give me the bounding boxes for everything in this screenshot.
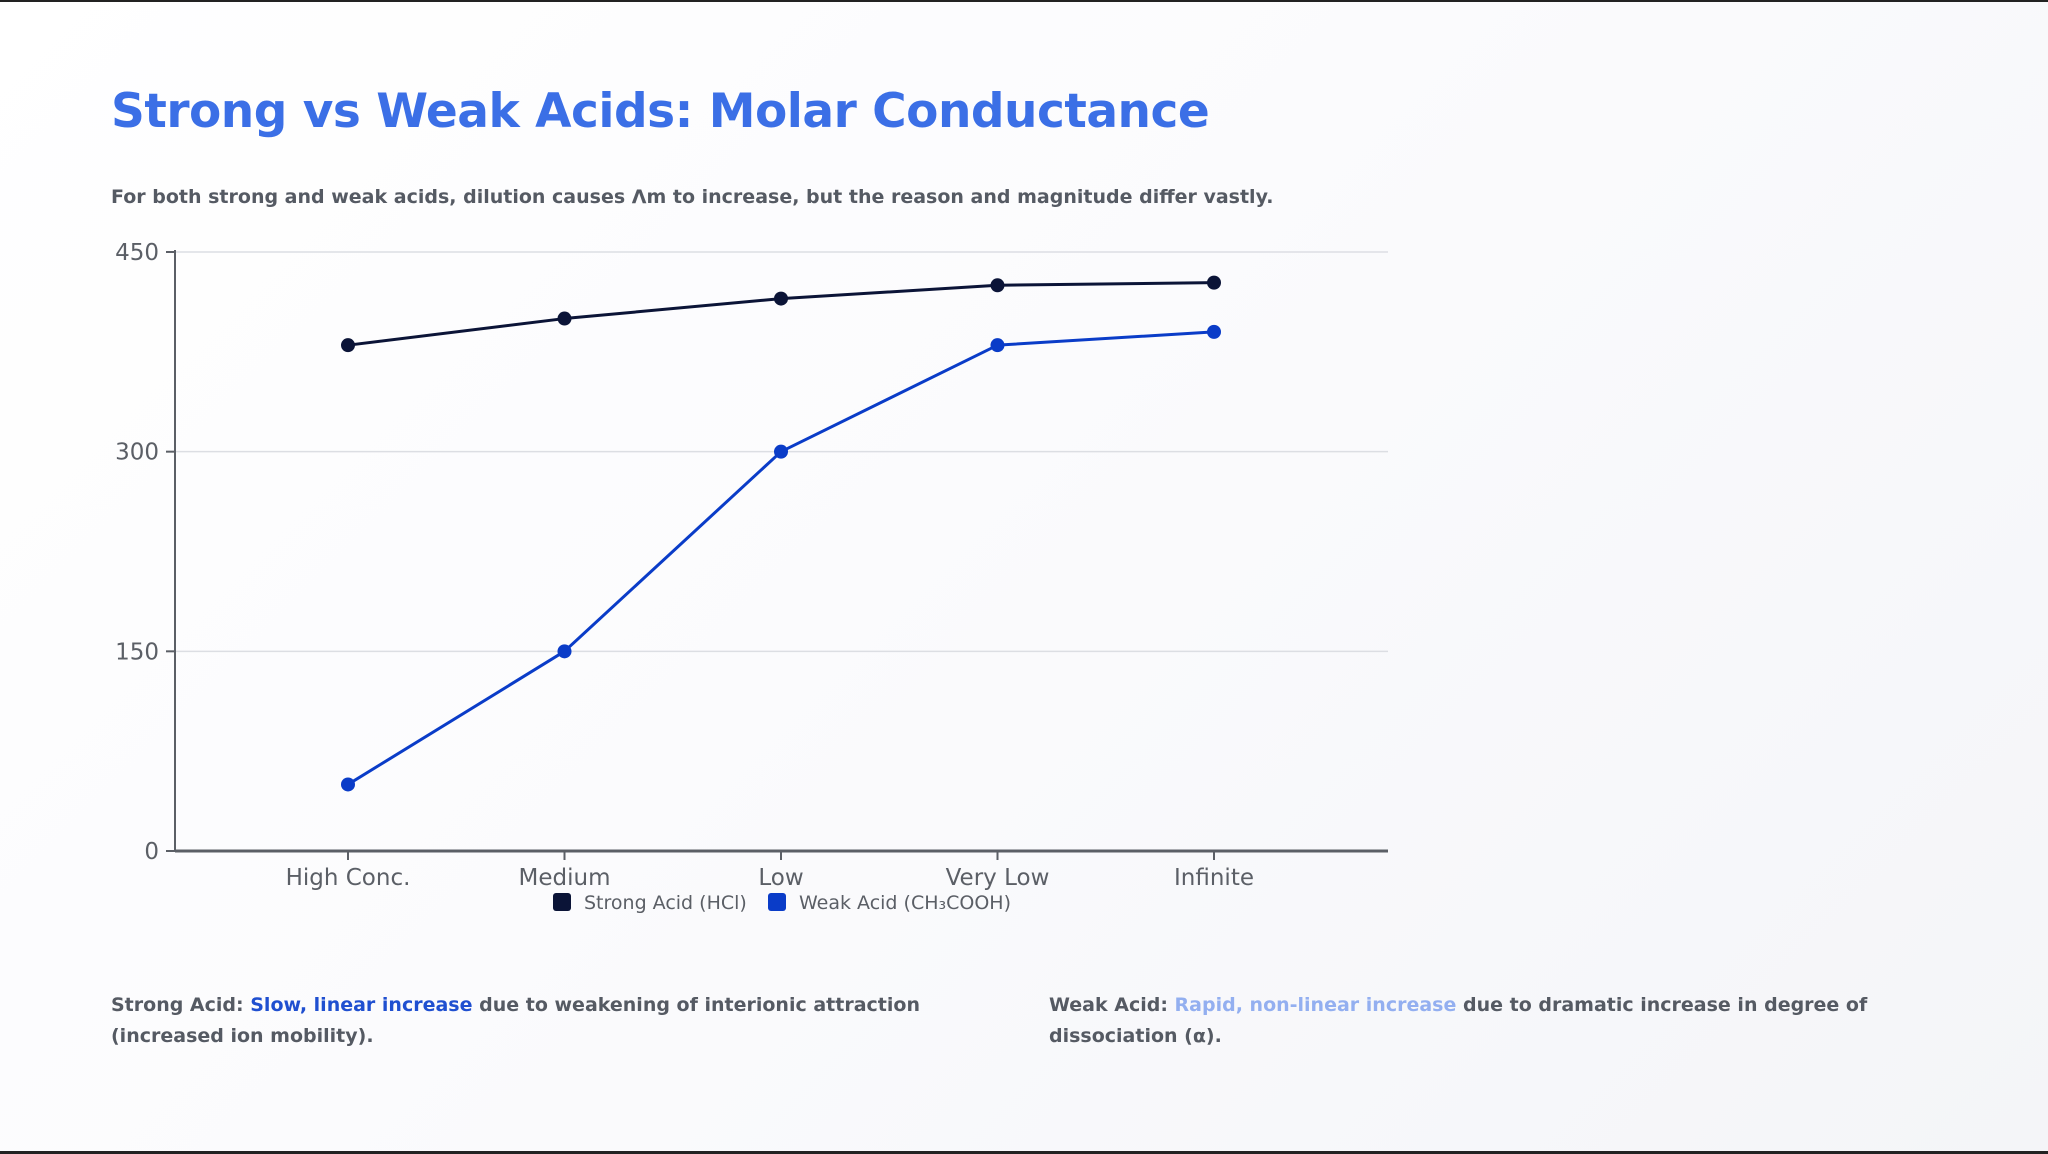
- data-point: [1207, 324, 1221, 339]
- weak-acid-note-text: due to dramatic increase in degree of di…: [1049, 994, 1868, 1047]
- strong-acid-note-highlight: Slow, linear increase: [250, 994, 473, 1016]
- x-tick-label: Very Low: [946, 865, 1050, 891]
- legend-swatch: [553, 893, 571, 911]
- data-point: [1207, 275, 1221, 290]
- weak-acid-note-label: Weak Acid:: [1049, 994, 1168, 1016]
- data-point: [557, 644, 572, 659]
- x-tick-label: Low: [758, 865, 803, 891]
- weak-acid-note-highlight: Rapid, non-linear increase: [1174, 994, 1457, 1016]
- chart-axes: [174, 250, 1388, 853]
- data-point: [557, 311, 572, 326]
- x-tick-label: High Conc.: [286, 865, 411, 891]
- y-tick-label: 150: [115, 639, 159, 665]
- x-tick-label: Medium: [519, 865, 611, 891]
- strong-acid-note: Strong Acid: Slow, linear increase due t…: [111, 990, 971, 1052]
- page-subtitle: For both strong and weak acids, dilution…: [111, 186, 1274, 208]
- legend-swatch: [768, 893, 786, 911]
- data-point: [774, 444, 788, 459]
- y-axis-ticks: 0 150 300 450: [115, 240, 175, 865]
- legend-label: Strong Acid (HCl): [584, 892, 747, 914]
- y-tick-label: 450: [115, 240, 159, 266]
- page-title: Strong vs Weak Acids: Molar Conductance: [111, 84, 1210, 139]
- data-point: [341, 777, 355, 792]
- x-tick-label: Infinite: [1174, 865, 1254, 891]
- strong-acid-note-label: Strong Acid:: [111, 994, 244, 1016]
- data-point: [990, 278, 1005, 293]
- weak-acid-note: Weak Acid: Rapid, non-linear increase du…: [1049, 990, 1999, 1052]
- series-line-1: [347, 330, 1215, 786]
- chart-legend: Strong Acid (HCl) Weak Acid (CH₃COOH): [553, 892, 1011, 914]
- legend-label: Weak Acid (CH₃COOH): [799, 892, 1011, 914]
- data-point: [341, 338, 355, 353]
- data-point: [990, 338, 1005, 353]
- x-axis-ticks: High Conc. Medium Low Very Low Infinite: [286, 851, 1254, 891]
- y-tick-label: 0: [144, 839, 159, 865]
- strong-acid-note-text: due to weakening of interionic attractio…: [111, 994, 920, 1047]
- y-tick-label: 300: [115, 440, 159, 466]
- chart-series: [341, 275, 1221, 792]
- data-point: [774, 291, 788, 306]
